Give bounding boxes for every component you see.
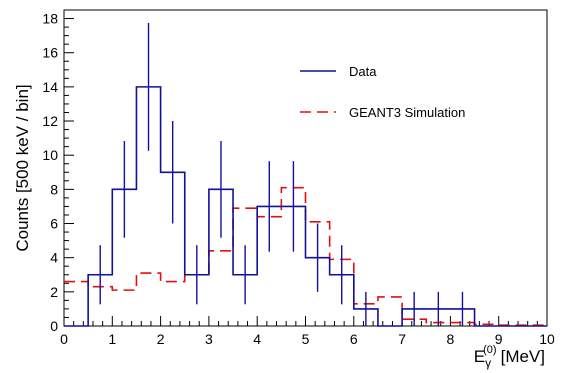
x-tick-label: 9 (495, 331, 503, 347)
x-tick-label: 10 (539, 331, 555, 347)
y-tick-label: 6 (50, 216, 58, 232)
x-axis-title: Eγ(0) [MeV] (474, 344, 545, 370)
x-axis-title-subscript: γ (485, 356, 491, 370)
x-tick-label: 4 (253, 331, 261, 347)
x-tick-label: 2 (157, 331, 165, 347)
x-tick-label: 3 (205, 331, 213, 347)
y-tick-label: 12 (42, 113, 58, 129)
x-tick-label: 1 (108, 331, 116, 347)
x-tick-label: 5 (302, 331, 310, 347)
y-tick-label: 4 (50, 250, 58, 266)
x-axis-title-unit: [MeV] (501, 347, 545, 366)
y-tick-label: 8 (50, 181, 58, 197)
y-tick-label: 0 (50, 318, 58, 334)
x-tick-label: 6 (350, 331, 358, 347)
x-tick-label: 0 (60, 331, 68, 347)
y-tick-label: 10 (42, 147, 58, 163)
y-tick-label: 16 (42, 45, 58, 61)
legend-label-simulation: GEANT3 Simulation (349, 105, 465, 120)
x-axis-title-superscript: (0) (483, 344, 496, 356)
legend: Data GEANT3 Simulation (300, 64, 465, 120)
series-layer (64, 22, 547, 327)
x-axis-title-main: E (474, 347, 485, 366)
x-tick-label: 8 (447, 331, 455, 347)
y-tick-label: 18 (42, 11, 58, 27)
x-axis-ticks: 0 1 2 3 4 5 6 7 8 9 10 (60, 316, 555, 347)
x-tick-label: 7 (398, 331, 406, 347)
y-axis-title: Counts [500 keV / bin] (13, 84, 32, 251)
data-histogram-line (64, 86, 547, 327)
y-tick-label: 14 (42, 79, 58, 95)
y-axis-ticks: 0 2 4 6 8 10 12 14 16 18 (42, 9, 74, 334)
legend-label-data: Data (349, 64, 377, 79)
y-tick-label: 2 (50, 284, 58, 300)
